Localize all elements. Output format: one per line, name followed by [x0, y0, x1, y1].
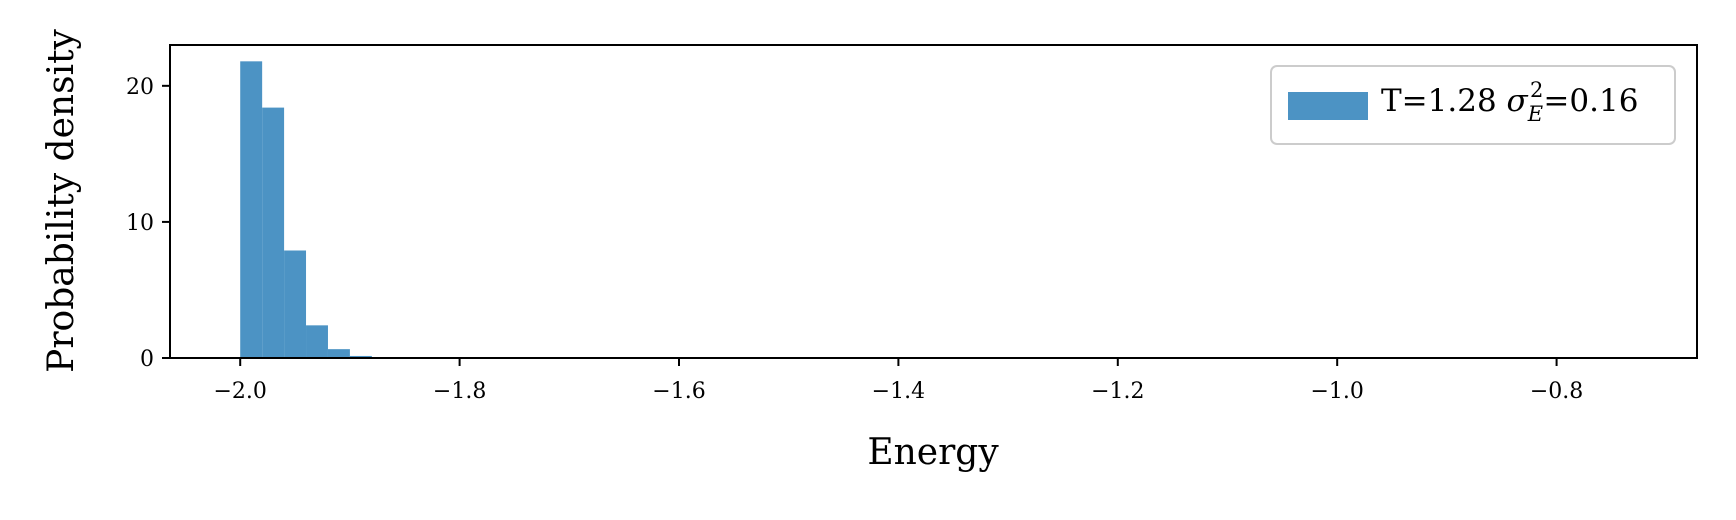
y-axis-label: Probability density	[41, 28, 82, 372]
legend-label-prefix: T=1.28	[1381, 83, 1507, 119]
legend-subscript: E	[1527, 102, 1543, 126]
legend-box	[1270, 65, 1676, 145]
x-tick-label: −1.4	[872, 379, 925, 404]
histogram-bar	[262, 107, 285, 358]
x-tick-label: −1.8	[433, 379, 486, 404]
histogram-bars	[240, 61, 416, 358]
x-tick-label: −1.6	[652, 379, 705, 404]
legend-label: T=1.28 σE2=0.16	[1381, 78, 1638, 126]
x-tick-label: −1.2	[1091, 379, 1144, 404]
histogram-bar	[306, 325, 328, 358]
legend-superscript: 2	[1530, 78, 1543, 102]
legend-sigma: σ	[1507, 83, 1529, 119]
y-axis-ticks: 0 10 20	[126, 75, 170, 372]
y-tick-label: 20	[126, 75, 154, 100]
x-tick-label: −1.0	[1310, 379, 1363, 404]
legend-swatch	[1288, 92, 1368, 120]
legend: T=1.28 σE2=0.16	[1270, 65, 1676, 145]
histogram-bar	[240, 61, 263, 358]
x-axis-label: Energy	[867, 432, 999, 473]
x-tick-label: −0.8	[1530, 379, 1583, 404]
y-tick-label: 10	[126, 211, 154, 236]
legend-label-suffix: =0.16	[1543, 83, 1638, 119]
x-axis-ticks: −2.0 −1.8 −1.6 −1.4 −1.2 −1.0 −0.8	[213, 358, 1583, 404]
x-tick-label: −2.0	[213, 379, 266, 404]
histogram-bar	[284, 250, 307, 358]
axes-frame	[169, 44, 1698, 359]
y-tick-label: 0	[140, 347, 154, 372]
histogram-bar	[349, 355, 372, 358]
histogram-bar	[327, 349, 350, 358]
